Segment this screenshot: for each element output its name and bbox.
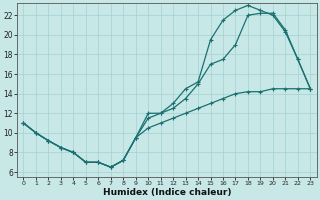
X-axis label: Humidex (Indice chaleur): Humidex (Indice chaleur) xyxy=(103,188,231,197)
